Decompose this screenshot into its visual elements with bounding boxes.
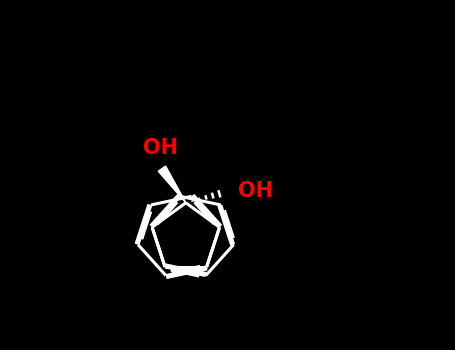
Text: OH: OH bbox=[238, 181, 273, 201]
Polygon shape bbox=[158, 166, 186, 203]
Text: OH: OH bbox=[143, 138, 178, 158]
